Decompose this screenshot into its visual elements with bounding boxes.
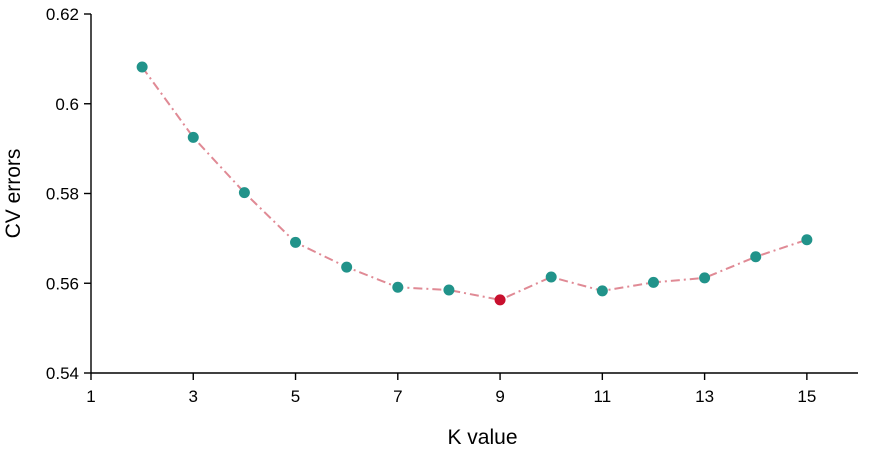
y-tick-label: 0.62 (46, 5, 79, 24)
data-point (801, 234, 813, 246)
x-tick-label: 5 (291, 387, 300, 406)
x-axis-ticks: 1 3 5 7 9 11 13 15 (86, 373, 816, 406)
x-tick-label: 1 (86, 387, 95, 406)
x-tick-label: 13 (695, 387, 714, 406)
x-tick-label: 3 (189, 387, 198, 406)
x-axis-title: K value (447, 426, 517, 449)
x-tick-label: 7 (393, 387, 402, 406)
y-axis-title: CV errors (2, 149, 25, 239)
highlighted-min-point (494, 294, 506, 306)
data-point (238, 187, 250, 199)
data-point (187, 131, 199, 143)
data-point (290, 236, 302, 248)
data-point (545, 271, 557, 283)
y-axis-ticks: 0.54 0.56 0.58 0.6 0.62 (46, 5, 91, 383)
data-points (136, 61, 813, 306)
data-point (647, 276, 659, 288)
data-point (750, 251, 762, 263)
x-tick-label: 11 (594, 387, 612, 406)
data-point (699, 272, 711, 284)
axes: 0.540.560.580.60.62 1 3 5 7 9 11 13 15 (46, 5, 858, 406)
x-tick-label: 9 (495, 387, 504, 406)
y-tick-label: 0.58 (46, 185, 79, 204)
series-line (141, 66, 808, 301)
data-point (596, 285, 608, 297)
data-point (443, 284, 455, 296)
data-point (341, 261, 353, 273)
x-tick-label: 15 (797, 387, 816, 406)
data-point (136, 61, 148, 73)
data-point (392, 281, 404, 293)
series (141, 66, 808, 301)
y-tick-label: 0.6 (55, 95, 79, 114)
y-tick-label: 0.56 (46, 274, 79, 293)
y-tick-label: 0.54 (46, 364, 79, 383)
